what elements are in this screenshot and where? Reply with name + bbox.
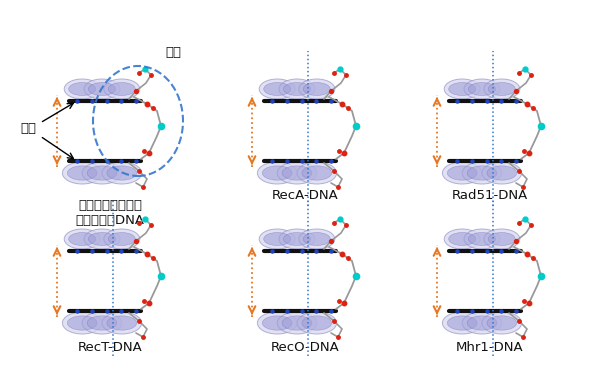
Ellipse shape bbox=[467, 166, 497, 180]
Ellipse shape bbox=[297, 312, 337, 334]
Ellipse shape bbox=[482, 162, 521, 184]
Ellipse shape bbox=[84, 79, 120, 99]
Ellipse shape bbox=[84, 229, 120, 249]
Ellipse shape bbox=[448, 316, 477, 330]
Ellipse shape bbox=[304, 83, 331, 95]
Ellipse shape bbox=[89, 232, 115, 245]
Text: タンパク質が結合
していないDNA: タンパク質が結合 していないDNA bbox=[76, 199, 145, 227]
Text: RecA-DNA: RecA-DNA bbox=[272, 189, 338, 202]
Ellipse shape bbox=[297, 162, 337, 184]
Ellipse shape bbox=[82, 312, 122, 334]
Ellipse shape bbox=[488, 83, 515, 95]
Ellipse shape bbox=[82, 162, 122, 184]
Ellipse shape bbox=[444, 229, 480, 249]
Ellipse shape bbox=[262, 166, 292, 180]
Text: 塩基: 塩基 bbox=[20, 122, 36, 134]
Ellipse shape bbox=[488, 232, 515, 245]
Ellipse shape bbox=[67, 166, 97, 180]
Ellipse shape bbox=[107, 316, 137, 330]
Ellipse shape bbox=[259, 229, 295, 249]
Ellipse shape bbox=[102, 162, 142, 184]
Ellipse shape bbox=[304, 232, 331, 245]
Ellipse shape bbox=[62, 312, 102, 334]
Ellipse shape bbox=[64, 229, 100, 249]
Ellipse shape bbox=[277, 312, 317, 334]
Ellipse shape bbox=[469, 83, 496, 95]
Ellipse shape bbox=[469, 232, 496, 245]
Ellipse shape bbox=[302, 316, 332, 330]
Ellipse shape bbox=[462, 162, 502, 184]
Ellipse shape bbox=[482, 312, 521, 334]
Ellipse shape bbox=[104, 229, 140, 249]
Ellipse shape bbox=[89, 83, 115, 95]
Text: RecO-DNA: RecO-DNA bbox=[271, 341, 340, 354]
Ellipse shape bbox=[487, 316, 517, 330]
Ellipse shape bbox=[107, 166, 137, 180]
Ellipse shape bbox=[257, 312, 297, 334]
Ellipse shape bbox=[279, 229, 315, 249]
Ellipse shape bbox=[444, 79, 480, 99]
Ellipse shape bbox=[299, 229, 335, 249]
Ellipse shape bbox=[87, 316, 117, 330]
Ellipse shape bbox=[69, 232, 96, 245]
Ellipse shape bbox=[259, 79, 295, 99]
Ellipse shape bbox=[464, 79, 500, 99]
Ellipse shape bbox=[299, 79, 335, 99]
Ellipse shape bbox=[284, 232, 311, 245]
Ellipse shape bbox=[62, 162, 102, 184]
Ellipse shape bbox=[257, 162, 297, 184]
Ellipse shape bbox=[449, 232, 476, 245]
Ellipse shape bbox=[109, 83, 136, 95]
Ellipse shape bbox=[67, 316, 97, 330]
Ellipse shape bbox=[464, 229, 500, 249]
Ellipse shape bbox=[264, 83, 290, 95]
Text: Mhr1-DNA: Mhr1-DNA bbox=[456, 341, 524, 354]
Ellipse shape bbox=[284, 83, 311, 95]
Ellipse shape bbox=[262, 316, 292, 330]
Ellipse shape bbox=[487, 166, 517, 180]
Ellipse shape bbox=[442, 312, 482, 334]
Text: 糖鎖: 糖鎖 bbox=[165, 46, 181, 59]
Ellipse shape bbox=[282, 166, 312, 180]
Ellipse shape bbox=[448, 166, 477, 180]
Text: Rad51-DNA: Rad51-DNA bbox=[452, 189, 528, 202]
Ellipse shape bbox=[87, 166, 117, 180]
Ellipse shape bbox=[484, 79, 520, 99]
Ellipse shape bbox=[104, 79, 140, 99]
Ellipse shape bbox=[302, 166, 332, 180]
Ellipse shape bbox=[264, 232, 290, 245]
Ellipse shape bbox=[467, 316, 497, 330]
Ellipse shape bbox=[69, 83, 96, 95]
Ellipse shape bbox=[277, 162, 317, 184]
Text: RecT-DNA: RecT-DNA bbox=[77, 341, 142, 354]
Ellipse shape bbox=[449, 83, 476, 95]
Ellipse shape bbox=[282, 316, 312, 330]
Ellipse shape bbox=[109, 232, 136, 245]
Ellipse shape bbox=[64, 79, 100, 99]
Ellipse shape bbox=[102, 312, 142, 334]
Ellipse shape bbox=[279, 79, 315, 99]
Ellipse shape bbox=[442, 162, 482, 184]
Ellipse shape bbox=[462, 312, 502, 334]
Ellipse shape bbox=[484, 229, 520, 249]
